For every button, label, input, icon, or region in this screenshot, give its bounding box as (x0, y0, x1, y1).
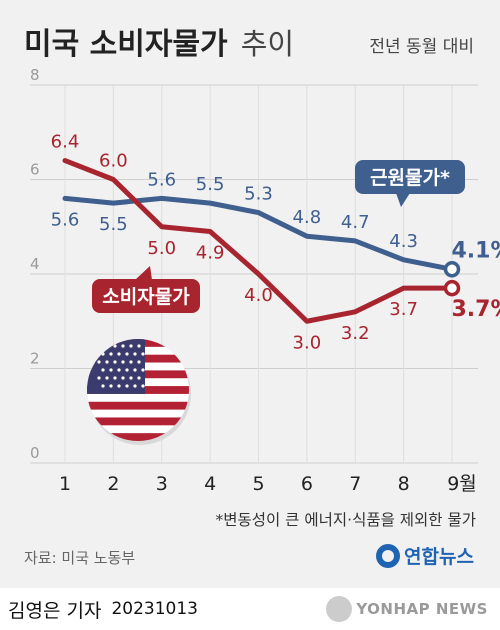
watermark-text: YONHAP NEWS (356, 600, 488, 618)
x-tick-label: 7 (349, 473, 361, 495)
y-axis-ticks: 0 2 4 6 8 (30, 66, 40, 462)
data-label-core: 5.6 (147, 169, 176, 190)
callout-cpi: 소비자물가 (92, 266, 200, 313)
publish-date: 20231013 (111, 599, 198, 619)
data-label-core: 5.5 (99, 214, 128, 235)
x-tick-label: 2 (107, 473, 119, 495)
data-label-cpi: 3.7% (451, 297, 500, 322)
us-flag-icon (87, 339, 191, 445)
callout-cpi-label: 소비자물가 (102, 286, 190, 308)
data-label-cpi: 3.0 (293, 332, 322, 353)
x-tick-label: 3 (156, 473, 168, 495)
chart-panel (0, 0, 500, 588)
series-line-0 (62, 195, 455, 272)
x-tick-label: 5 (252, 473, 264, 495)
chart-subtitle: 전년 동월 대비 (369, 37, 474, 57)
x-tick-label: 4 (204, 473, 216, 495)
y-tick-label: 6 (30, 161, 40, 179)
line-chart: 미국 소비자물가 추이 전년 동월 대비 0 2 4 6 8 1 2 3 4 5 6 7 8 9월 5.… (24, 27, 500, 568)
y-tick-label: 2 (30, 350, 40, 368)
footer: 김영은 기자 20231013 YONHAP NEWS (0, 588, 500, 630)
watermark: YONHAP NEWS (326, 596, 488, 622)
title-light-text: 추이 (241, 27, 294, 61)
title-bold-text: 미국 소비자물가 (24, 27, 228, 62)
data-label-core: 4.3 (389, 231, 418, 252)
data-label-core: 4.8 (293, 207, 322, 228)
data-label-cpi: 6.0 (99, 151, 128, 172)
series-lines (62, 158, 455, 324)
data-label-core: 4.1% (451, 238, 500, 263)
footnote: *변동성이 큰 에너지·식품을 제외한 물가 (215, 511, 476, 529)
callout-core-pointer (396, 193, 410, 207)
x-tick-label: 6 (301, 473, 313, 495)
yonhap-logo-text: 연합뉴스 (404, 546, 474, 568)
callout-core-label: 근원물가* (370, 167, 450, 189)
data-label-cpi: 3.7 (389, 299, 418, 320)
callout-cpi-pointer (135, 266, 152, 280)
data-label-core: 5.3 (244, 184, 273, 205)
data-label-cpi: 4.9 (196, 242, 225, 263)
data-label-cpi: 3.2 (341, 323, 370, 344)
source: 자료: 미국 노동부 (24, 549, 135, 567)
data-labels: 5.6 5.5 5.6 5.5 5.3 4.8 4.7 4.3 4.1% 6.4 6.0 5.0 4.9… (51, 132, 500, 354)
callout-cpi-box (92, 279, 200, 313)
data-label-cpi: 5.0 (147, 238, 176, 259)
y-tick-label: 4 (30, 255, 40, 273)
data-label-core: 5.6 (51, 209, 80, 230)
data-label-core: 5.5 (196, 174, 225, 195)
y-tick-label: 0 (30, 444, 40, 462)
x-tick-label: 9월 (447, 473, 477, 495)
chart-title-bold: 미국 소비자물가 추이 (24, 27, 294, 62)
series-line-1 (62, 158, 455, 324)
data-label-cpi: 6.4 (51, 132, 80, 153)
x-tick-label: 1 (59, 473, 71, 495)
reporter-name: 김영은 기자 (8, 599, 102, 622)
x-axis-ticks: 1 2 3 4 5 6 7 8 9월 (59, 473, 477, 495)
y-tick-label: 8 (30, 66, 40, 84)
yonhap-logo: 연합뉴스 (376, 544, 474, 568)
series-end-point-1 (443, 279, 461, 297)
data-label-core: 4.7 (341, 212, 370, 233)
data-label-cpi: 4.0 (244, 285, 273, 306)
callout-core-box (355, 160, 465, 194)
x-tick-label: 8 (398, 473, 410, 495)
series-points (443, 261, 461, 297)
callout-core-inflation: 근원물가* (355, 160, 465, 207)
series-end-point-0 (443, 261, 461, 278)
watermark-icon (326, 596, 353, 622)
